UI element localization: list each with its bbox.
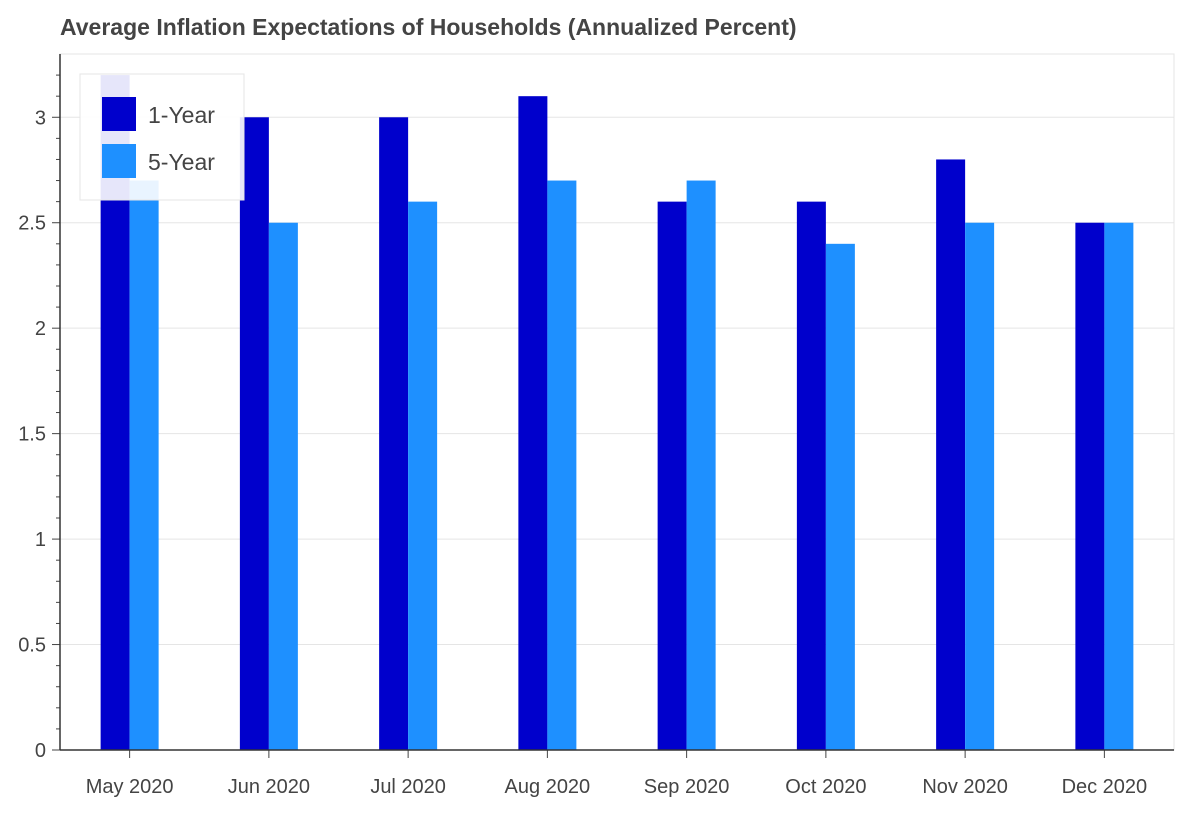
bar-one-year — [379, 117, 409, 751]
x-tick-label: Dec 2020 — [1062, 776, 1148, 798]
x-tick-label: Oct 2020 — [785, 776, 866, 798]
bar-five-year — [965, 222, 995, 750]
x-tick-label: May 2020 — [86, 776, 174, 798]
bar-one-year — [936, 159, 966, 751]
x-tick-label: Nov 2020 — [922, 776, 1008, 798]
x-tick-label: Sep 2020 — [644, 776, 730, 798]
y-tick-label: 0 — [35, 740, 46, 762]
bar-five-year — [547, 180, 577, 750]
legend-label: 1-Year — [148, 102, 215, 128]
y-tick-label: 2.5 — [18, 213, 46, 235]
x-tick-label: Aug 2020 — [505, 776, 591, 798]
bar-five-year — [129, 180, 159, 750]
bar-one-year — [657, 201, 687, 751]
bar-five-year — [686, 180, 716, 750]
bar-one-year — [796, 201, 826, 751]
axes: 0 0.5 1 1.5 2 2.5 3 May 2020 Jun 2020 Jul 2020 Aug… — [18, 54, 1174, 798]
y-tick-label: 1 — [35, 529, 46, 551]
legend-swatch — [102, 144, 136, 178]
y-tick-label: 1.5 — [18, 424, 46, 446]
bar-five-year — [408, 201, 438, 751]
bar-five-year — [1104, 222, 1134, 750]
bar-one-year — [239, 117, 269, 751]
x-tick-label: Jul 2020 — [370, 776, 446, 798]
bar-five-year — [825, 243, 855, 750]
legend-label: 5-Year — [148, 149, 215, 175]
y-tick-label: 2 — [35, 318, 46, 340]
legend: 1-Year 5-Year — [79, 73, 245, 201]
legend-box — [79, 73, 245, 201]
bar-five-year — [268, 222, 298, 750]
bar-one-year — [1075, 222, 1105, 750]
x-tick-label: Jun 2020 — [228, 776, 310, 798]
chart-title: Average Inflation Expectations of Househ… — [60, 14, 797, 40]
bar-one-year — [518, 96, 548, 750]
y-tick-label: 3 — [35, 107, 46, 129]
legend-swatch — [102, 97, 136, 131]
y-tick-label: 0.5 — [18, 635, 46, 657]
